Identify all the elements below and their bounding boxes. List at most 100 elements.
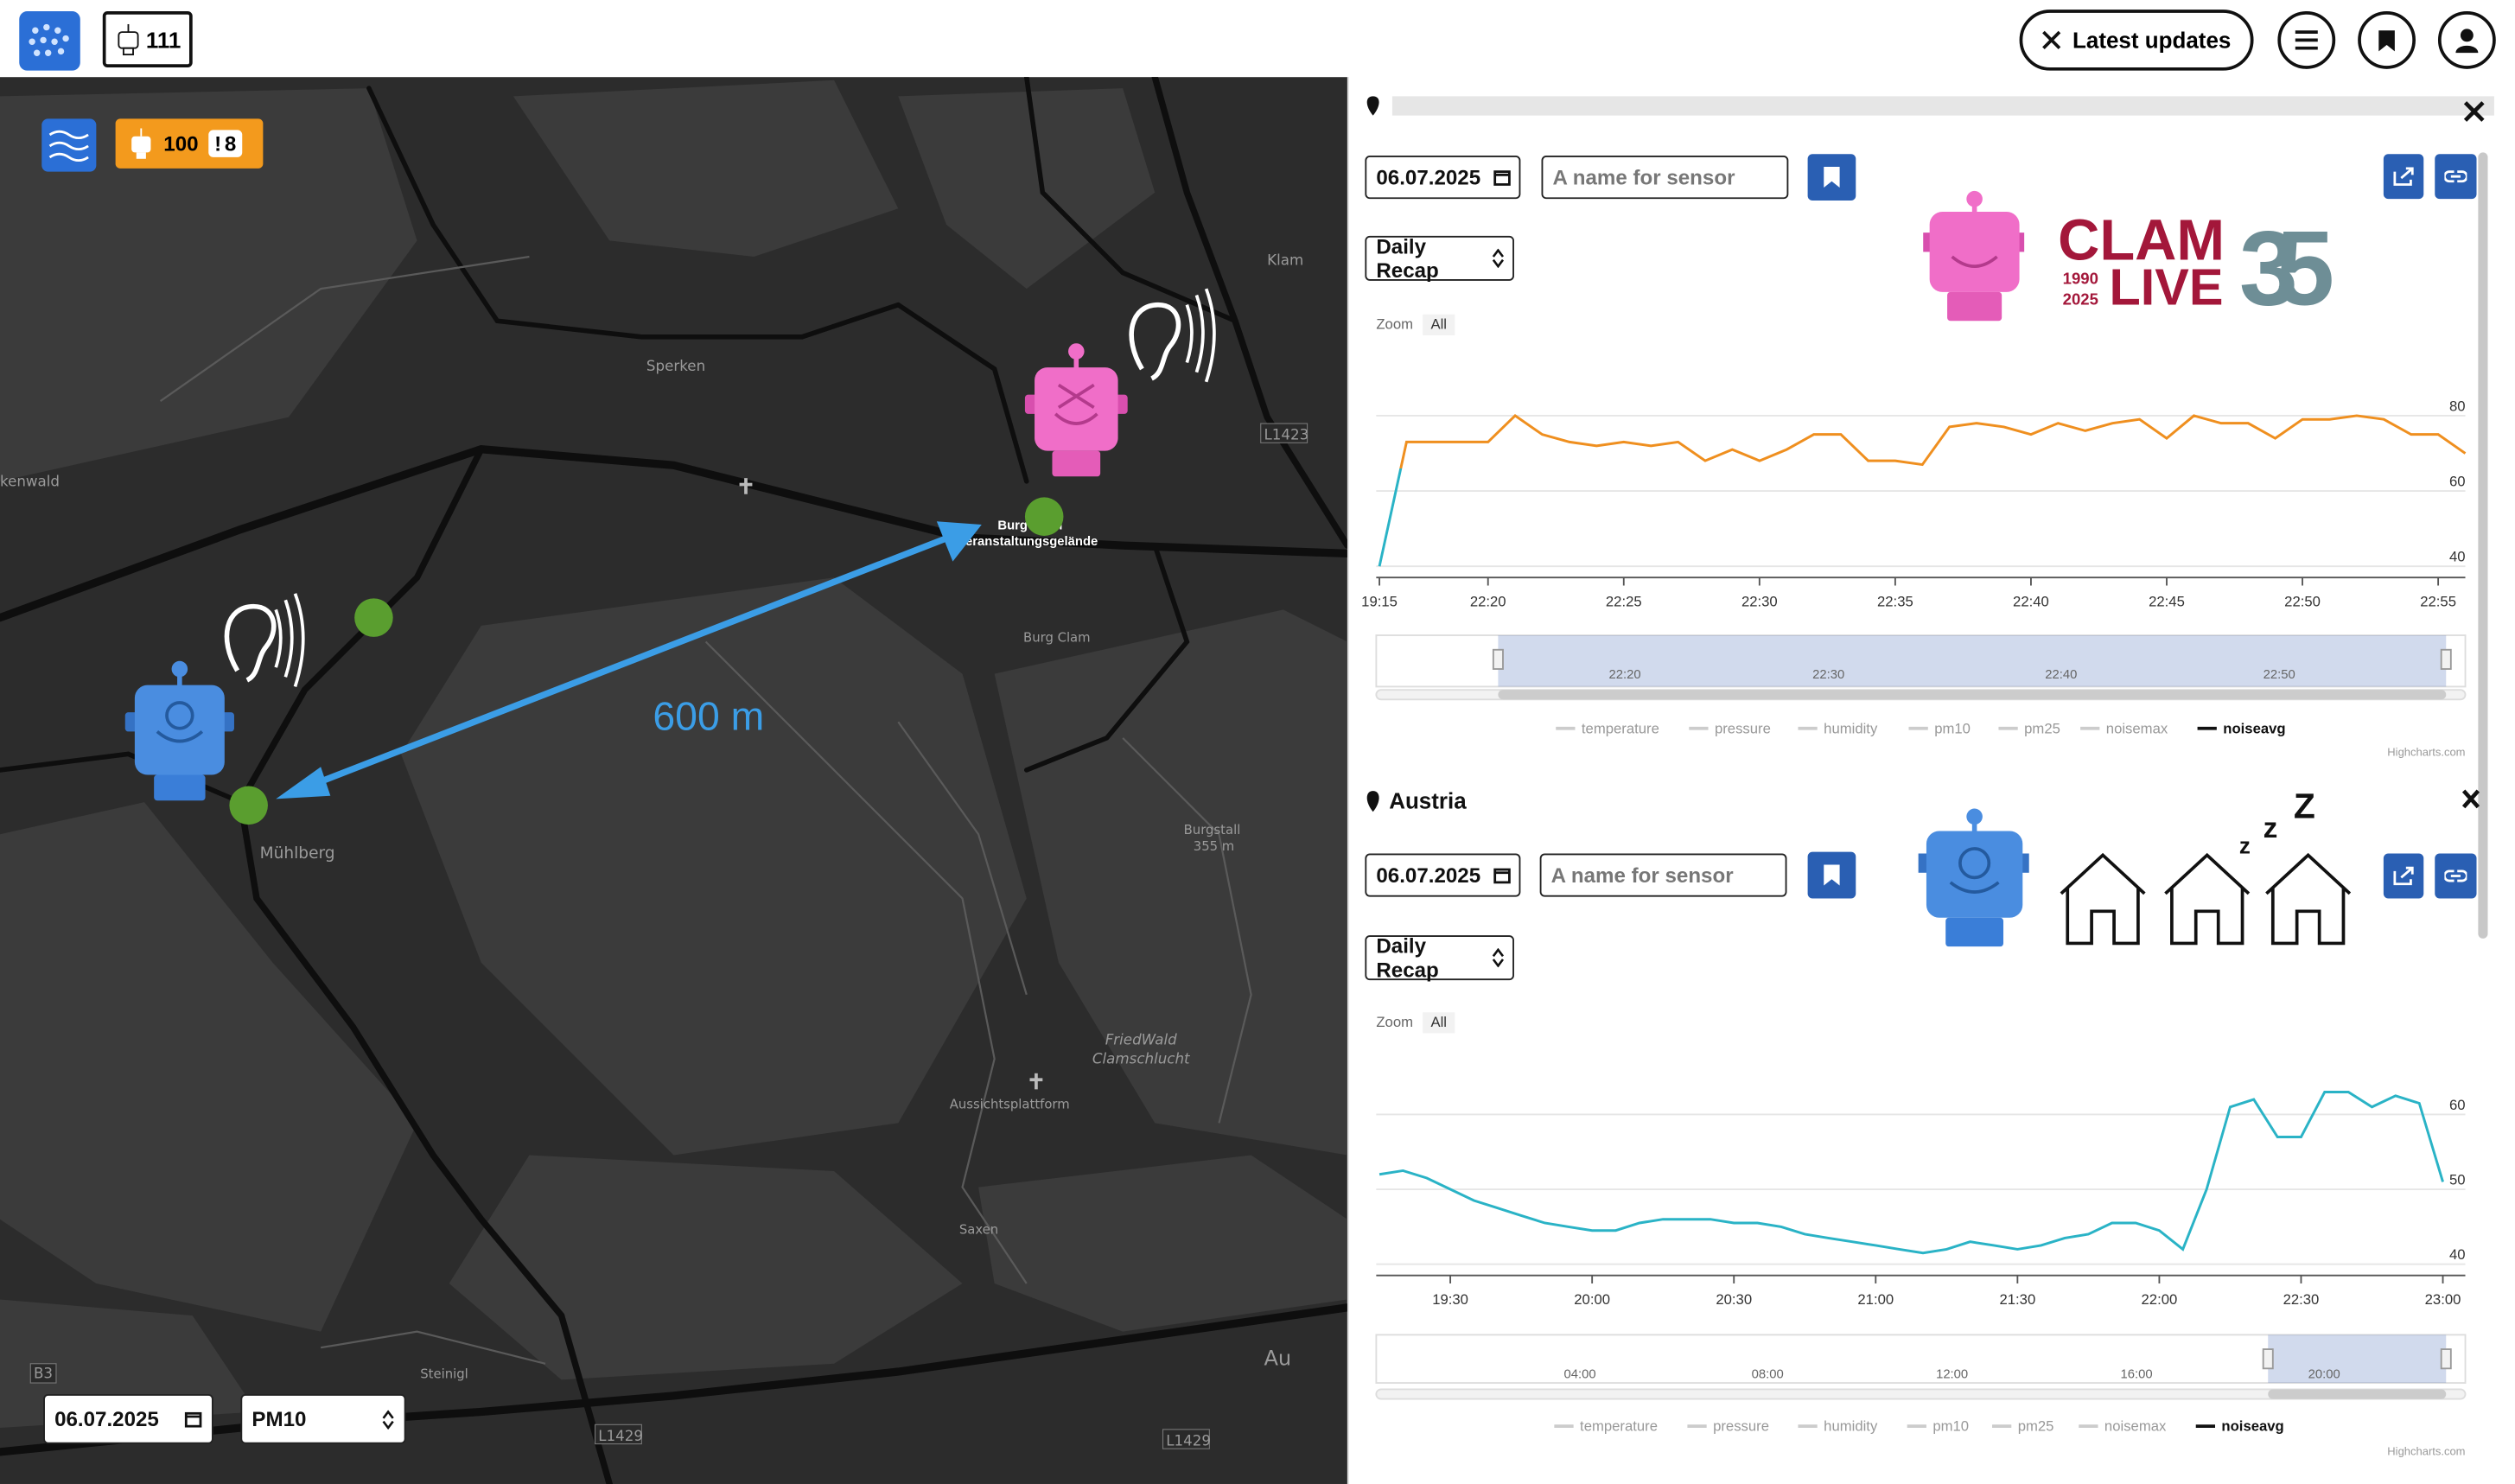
quiet-sensor-robot[interactable]: [124, 660, 234, 801]
sensor-count: 111: [145, 26, 181, 53]
share-icon: [2393, 167, 2414, 186]
legend-item[interactable]: temperature: [1582, 720, 1659, 736]
noisy-sensor-robot[interactable]: [1024, 343, 1128, 477]
road-number: L1429: [1166, 1431, 1211, 1449]
x-tick-label: 22:40: [2013, 594, 2049, 610]
navigator: [1375, 634, 2467, 688]
alert-badge: ! 8: [207, 130, 243, 157]
map[interactable]: Klam Sperken L1423 kenwald Burg Clam Ver…: [0, 77, 1347, 1484]
place-label: Steinigl: [420, 1366, 468, 1381]
legend-item[interactable]: humidity: [1824, 720, 1878, 736]
sensor-counter[interactable]: 111: [102, 10, 193, 67]
sensor-badge[interactable]: 100 ! 8: [115, 118, 264, 169]
navigator-handle[interactable]: [2262, 1348, 2274, 1370]
pin-icon: [1366, 96, 1379, 116]
mode-select[interactable]: Daily Recap: [1365, 234, 1514, 283]
select-arrows: [382, 1409, 394, 1429]
place-label: Au: [1264, 1347, 1291, 1371]
metric-select[interactable]: PM10: [240, 1394, 406, 1444]
legend-item[interactable]: noiseavg: [2221, 1418, 2283, 1435]
bookmarks-button[interactable]: [2358, 10, 2416, 69]
road-number-box: [1162, 1429, 1210, 1449]
road-number: B3: [34, 1364, 53, 1381]
layer-logo[interactable]: [41, 118, 97, 172]
x-tick-label: 22:30: [2283, 1291, 2320, 1308]
legend-item[interactable]: noisemax: [2106, 720, 2168, 736]
legend-item[interactable]: noiseavg: [2223, 720, 2285, 736]
bookmark-icon: [1824, 167, 1840, 188]
link-button[interactable]: [2435, 853, 2477, 899]
close-button[interactable]: [2461, 789, 2480, 809]
sensor-dots[interactable]: [229, 497, 1064, 825]
panel-robot: [1918, 808, 2029, 947]
name-placeholder: A name for sensor: [1550, 863, 1734, 888]
logo-anniversary: 35: [2239, 209, 2332, 328]
zoom-button[interactable]: [1423, 314, 1455, 335]
calendar-icon: [1493, 170, 1511, 186]
mode-select[interactable]: Daily Recap: [1365, 933, 1514, 982]
calendar-icon: [1493, 868, 1511, 884]
name-input[interactable]: A name for sensor: [1539, 853, 1787, 897]
name-input[interactable]: A name for sensor: [1541, 156, 1789, 200]
map-date: 06.07.2025: [54, 1406, 159, 1431]
menu-button[interactable]: [2277, 10, 2336, 69]
road-number-box: [594, 1423, 642, 1445]
x-tick-label: 22:45: [2149, 594, 2185, 610]
navigator-mask: [1498, 635, 2447, 687]
legend-item[interactable]: pm10: [1934, 720, 1971, 736]
zoom-button-label: All: [1430, 1014, 1447, 1030]
save-button[interactable]: [1807, 154, 1856, 201]
app-logo[interactable]: [19, 10, 80, 71]
navigator-mask: [2268, 1334, 2447, 1384]
date-input[interactable]: 06.07.2025: [1365, 156, 1521, 200]
navigator-handle[interactable]: [2440, 1348, 2452, 1370]
legend-item[interactable]: pm25: [2024, 720, 2060, 736]
navigator-handle[interactable]: [1492, 648, 1504, 670]
place-label: Burgstall: [1184, 823, 1241, 838]
map-date-input[interactable]: 06.07.2025: [43, 1394, 213, 1444]
bookmark-icon: [2378, 29, 2395, 51]
scrollbar-thumb[interactable]: [2268, 1389, 2447, 1399]
location-bar: [1391, 96, 2494, 116]
share-icon: [2393, 866, 2414, 886]
legend-item[interactable]: humidity: [1824, 1418, 1878, 1435]
navigator-handle[interactable]: [2440, 648, 2452, 670]
navigator-label: 04:00: [1564, 1367, 1596, 1381]
x-tick-label: 22:30: [1741, 594, 1778, 610]
close-button[interactable]: [2463, 101, 2485, 122]
y-tick-label: 60: [2449, 1097, 2466, 1113]
zoom-button[interactable]: [1423, 1012, 1455, 1034]
scrollbar-thumb[interactable]: [1498, 690, 2447, 700]
legend-item[interactable]: temperature: [1580, 1418, 1658, 1435]
select-arrows: [1493, 248, 1505, 268]
y-tick-label: 40: [2449, 1246, 2466, 1263]
houses: [2060, 852, 2352, 946]
date-input[interactable]: 06.07.2025: [1365, 853, 1521, 897]
sensor-icon: [118, 22, 139, 55]
legend-item[interactable]: pressure: [1713, 1418, 1769, 1435]
place-label: Saxen: [959, 1222, 998, 1237]
series-line: [1378, 1091, 2444, 1255]
legend-item[interactable]: noisemax: [2104, 1418, 2167, 1435]
share-button[interactable]: [2383, 154, 2424, 200]
link-icon: [2444, 170, 2467, 183]
latest-updates-button[interactable]: Latest updates: [2019, 10, 2254, 71]
share-button[interactable]: [2383, 853, 2424, 899]
side-panel: CLAM LIVE 1990 2025 35 Austria z z Z Zoo…: [1361, 96, 2494, 1458]
divider: [1347, 77, 1349, 1484]
account-button[interactable]: [2437, 10, 2496, 69]
chart: Zoom All 40 50 60 19:30 20:00 20:30 21:00 21:30 22…: [1375, 1012, 2467, 1458]
legend-item[interactable]: pm10: [1932, 1418, 1969, 1435]
legend-item[interactable]: pressure: [1715, 720, 1771, 736]
x-tick-label: 22:25: [1606, 594, 1642, 610]
mode: Daily Recap: [1376, 933, 1439, 982]
place-label: Veranstaltungsgelände: [958, 535, 1098, 549]
place-label: Burg Clam: [1023, 630, 1091, 645]
link-button[interactable]: [2435, 154, 2477, 200]
x-tick-label: 22:55: [2420, 594, 2456, 610]
save-button[interactable]: [1807, 851, 1856, 899]
scrollbar[interactable]: [2478, 152, 2488, 939]
y-tick-label: 50: [2449, 1171, 2466, 1188]
legend-item[interactable]: pm25: [2018, 1418, 2054, 1435]
zoom-label: Zoom: [1376, 1014, 1413, 1030]
